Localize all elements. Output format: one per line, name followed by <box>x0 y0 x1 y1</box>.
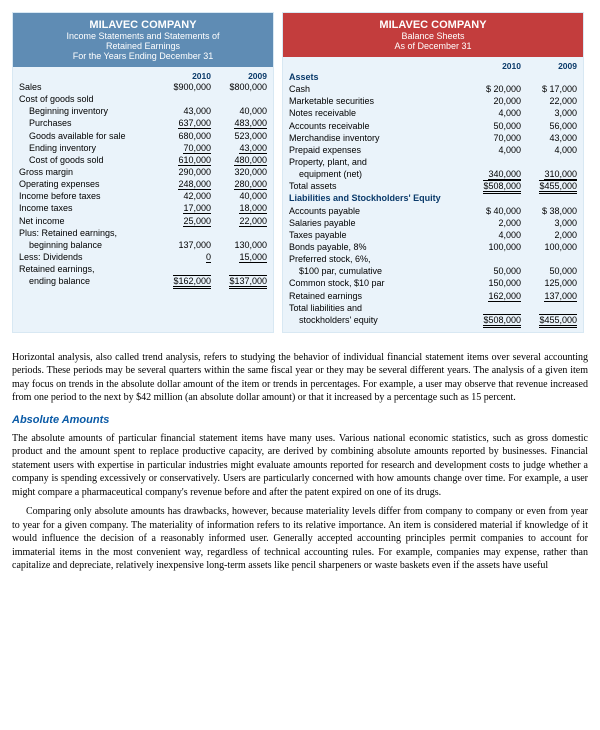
header-sub1: Income Statements and Statements of <box>17 31 269 41</box>
table-row: Income before taxes42,00040,000 <box>19 190 267 202</box>
company-name: MILAVEC COMPANY <box>287 19 579 31</box>
column-headers: 2010 2009 <box>19 71 267 81</box>
table-row: beginning balance137,000130,000 <box>19 239 267 251</box>
paragraph: Horizontal analysis, also called trend a… <box>12 351 588 405</box>
section-heading: Absolute Amounts <box>12 413 588 428</box>
table-row: Prepaid expenses4,0004,000 <box>289 144 577 156</box>
table-row: Beginning inventory43,00040,000 <box>19 105 267 117</box>
table-row: Taxes payable4,0002,000 <box>289 229 577 241</box>
table-row: Sales$900,000$800,000 <box>19 81 267 93</box>
table-row: Plus: Retained earnings, <box>19 227 267 239</box>
table-row: Goods available for sale680,000523,000 <box>19 130 267 142</box>
table-row: Less: Dividends015,000 <box>19 251 267 263</box>
table-row: Common stock, $10 par150,000125,000 <box>289 277 577 289</box>
table-row: Retained earnings, <box>19 263 267 275</box>
header-sub1: Balance Sheets <box>287 31 579 41</box>
table-row: Preferred stock, 6%, <box>289 253 577 265</box>
table-row: Accounts receivable50,00056,000 <box>289 120 577 132</box>
table-row: Cost of goods sold610,000480,000 <box>19 154 267 166</box>
header-sub3: For the Years Ending December 31 <box>17 51 269 61</box>
column-headers: 2010 2009 <box>289 61 577 71</box>
balance-sheet-body: 2010 2009 Assets Cash$ 20,000$ 17,000 Ma… <box>283 57 583 332</box>
header-sub2: Retained Earnings <box>17 41 269 51</box>
table-row: Salaries payable2,0003,000 <box>289 217 577 229</box>
table-row: Total assets$508,000$455,000 <box>289 180 577 192</box>
table-row: Bonds payable, 8%100,000100,000 <box>289 241 577 253</box>
paragraph: The absolute amounts of particular finan… <box>12 432 588 500</box>
table-row: Ending inventory70,00043,000 <box>19 142 267 154</box>
year-col-1: 2010 <box>465 61 521 71</box>
balance-sheet-table: MILAVEC COMPANY Balance Sheets As of Dec… <box>282 12 584 333</box>
table-row: Notes receivable4,0003,000 <box>289 107 577 119</box>
table-row: Accounts payable$ 40,000$ 38,000 <box>289 205 577 217</box>
header-sub2: As of December 31 <box>287 41 579 51</box>
income-statement-body: 2010 2009 Sales$900,000$800,000 Cost of … <box>13 67 273 293</box>
table-row: Marketable securities20,00022,000 <box>289 95 577 107</box>
table-row: Income taxes17,00018,000 <box>19 202 267 214</box>
year-col-1: 2010 <box>155 71 211 81</box>
table-row: Cost of goods sold <box>19 93 267 105</box>
year-col-2: 2009 <box>211 71 267 81</box>
table-row: Total liabilities and <box>289 302 577 314</box>
body-text: Horizontal analysis, also called trend a… <box>12 351 588 573</box>
table-row: Net income25,00022,000 <box>19 215 267 227</box>
table-row: ending balance$162,000$137,000 <box>19 275 267 287</box>
table-row: Purchases637,000483,000 <box>19 117 267 129</box>
table-row: Operating expenses248,000280,000 <box>19 178 267 190</box>
section-heading: Liabilities and Stockholders' Equity <box>289 192 577 204</box>
tables-row: MILAVEC COMPANY Income Statements and St… <box>12 12 588 333</box>
paragraph: Comparing only absolute amounts has draw… <box>12 505 588 573</box>
table-row: equipment (net)340,000310,000 <box>289 168 577 180</box>
table-row: Property, plant, and <box>289 156 577 168</box>
year-col-2: 2009 <box>521 61 577 71</box>
table-row: stockholders' equity$508,000$455,000 <box>289 314 577 326</box>
company-name: MILAVEC COMPANY <box>17 19 269 31</box>
table-row: Merchandise inventory70,00043,000 <box>289 132 577 144</box>
balance-sheet-header: MILAVEC COMPANY Balance Sheets As of Dec… <box>283 13 583 57</box>
income-statement-table: MILAVEC COMPANY Income Statements and St… <box>12 12 274 333</box>
table-row: $100 par, cumulative50,00050,000 <box>289 265 577 277</box>
table-row: Cash$ 20,000$ 17,000 <box>289 83 577 95</box>
section-heading: Assets <box>289 71 577 83</box>
income-statement-header: MILAVEC COMPANY Income Statements and St… <box>13 13 273 67</box>
table-row: Gross margin290,000320,000 <box>19 166 267 178</box>
table-row: Retained earnings162,000137,000 <box>289 290 577 302</box>
